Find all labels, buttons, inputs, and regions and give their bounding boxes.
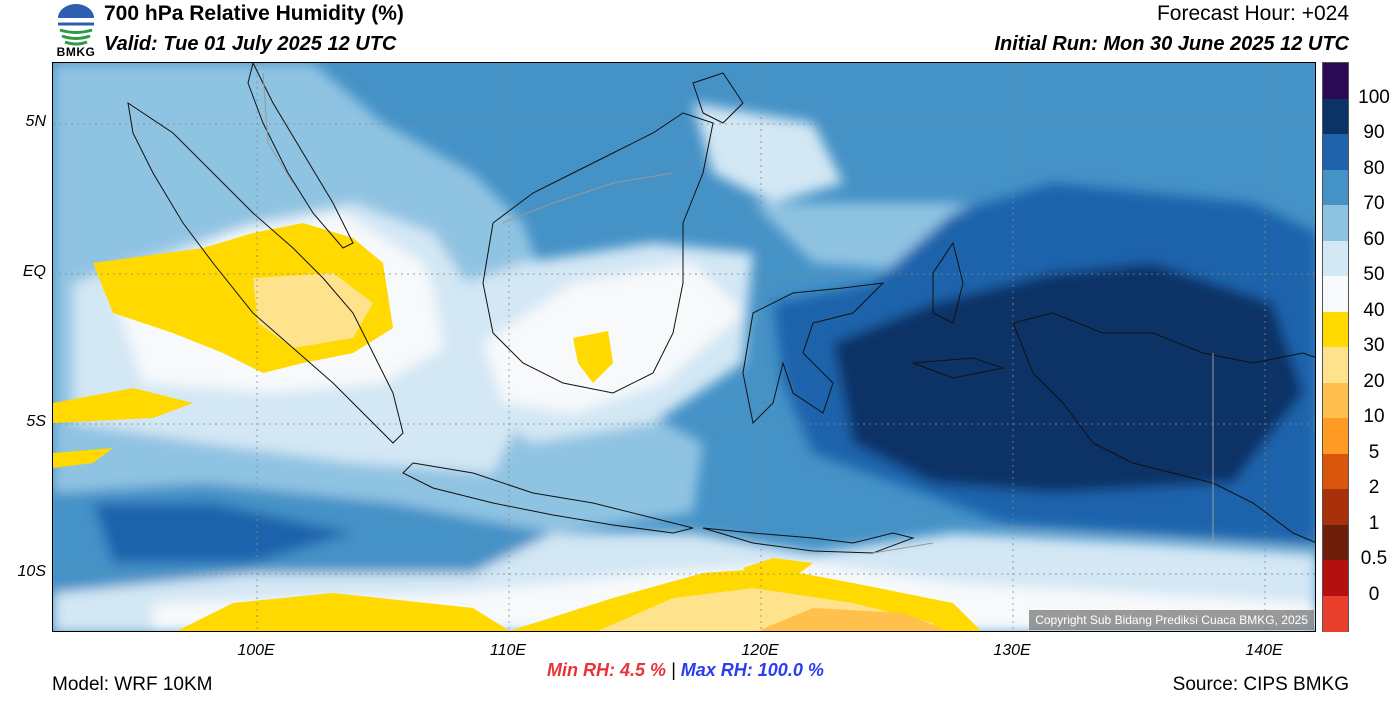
colorbar-label: 50 bbox=[1363, 264, 1385, 285]
min-max-readout: Min RH: 4.5 % | Max RH: 100.0 % bbox=[547, 660, 824, 681]
humidity-map: Copyright Sub Bidang Prediksi Cuaca BMKG… bbox=[52, 62, 1316, 632]
copyright-note: Copyright Sub Bidang Prediksi Cuaca BMKG… bbox=[1029, 610, 1314, 630]
colorbar-segment bbox=[1323, 560, 1348, 596]
colorbar-segment bbox=[1323, 276, 1348, 312]
colorbar-label: 40 bbox=[1363, 299, 1385, 321]
data-source: Source: CIPS BMKG bbox=[1172, 674, 1349, 695]
lat-label-eq: EQ bbox=[22, 263, 46, 280]
colorbar-segment bbox=[1323, 418, 1348, 454]
colorbar-segment bbox=[1323, 382, 1348, 419]
colorbar-segment bbox=[1323, 489, 1348, 525]
lat-label-10s: 10S bbox=[17, 563, 46, 580]
min-max-separator: | bbox=[671, 660, 676, 680]
colorbar-label: 90 bbox=[1363, 122, 1385, 143]
lat-label-5n: 5N bbox=[25, 113, 46, 130]
colorbar-label: 60 bbox=[1363, 228, 1385, 250]
colorbar-label: 0.5 bbox=[1360, 548, 1388, 569]
colorbar-segment bbox=[1323, 63, 1348, 99]
colorbar-segment bbox=[1323, 205, 1348, 241]
forecast-hour: Forecast Hour: +024 bbox=[1156, 2, 1349, 25]
lat-label-5s: 5S bbox=[26, 413, 46, 430]
colorbar-label: 10 bbox=[1363, 406, 1385, 427]
max-rh-value: 100.0 % bbox=[757, 660, 824, 680]
initial-run: Initial Run: Mon 30 June 2025 12 UTC bbox=[994, 33, 1349, 55]
valid-time: Valid: Tue 01 July 2025 12 UTC bbox=[104, 33, 397, 55]
colorbar-segment bbox=[1323, 98, 1348, 135]
lon-label-110e: 110E bbox=[489, 642, 527, 659]
colorbar bbox=[1322, 62, 1349, 632]
model-name: Model: WRF 10KM bbox=[52, 674, 213, 695]
colorbar-label: 2 bbox=[1368, 477, 1380, 498]
colorbar-segment bbox=[1323, 595, 1348, 632]
colorbar-segment bbox=[1323, 240, 1348, 277]
colorbar-label: 70 bbox=[1363, 193, 1385, 214]
colorbar-label: 30 bbox=[1363, 335, 1385, 356]
lon-label-130e: 130E bbox=[993, 642, 1031, 659]
lon-label-100e: 100E bbox=[237, 642, 275, 659]
lon-label-120e: 120E bbox=[741, 642, 779, 659]
colorbar-label: 100 bbox=[1358, 86, 1390, 108]
min-rh-label: Min RH: bbox=[547, 660, 615, 680]
colorbar-label: 0 bbox=[1368, 583, 1380, 605]
colorbar-segment bbox=[1323, 169, 1348, 206]
max-rh-label: Max RH: bbox=[680, 660, 753, 680]
colorbar-segment bbox=[1323, 524, 1348, 561]
colorbar-label: 1 bbox=[1368, 512, 1380, 534]
logo-text: BMKG bbox=[56, 45, 96, 59]
colorbar-label: 80 bbox=[1363, 157, 1385, 179]
colorbar-segment bbox=[1323, 347, 1348, 383]
colorbar-label: 20 bbox=[1363, 370, 1385, 392]
colorbar-segment bbox=[1323, 134, 1348, 170]
map-title: 700 hPa Relative Humidity (%) bbox=[104, 2, 404, 25]
colorbar-segment bbox=[1323, 453, 1348, 490]
colorbar-segment bbox=[1323, 311, 1348, 348]
lon-label-140e: 140E bbox=[1245, 642, 1283, 659]
min-rh-value: 4.5 % bbox=[620, 660, 667, 680]
bmkg-logo bbox=[52, 2, 100, 60]
map-graphic bbox=[53, 63, 1315, 631]
colorbar-label: 5 bbox=[1368, 441, 1380, 463]
